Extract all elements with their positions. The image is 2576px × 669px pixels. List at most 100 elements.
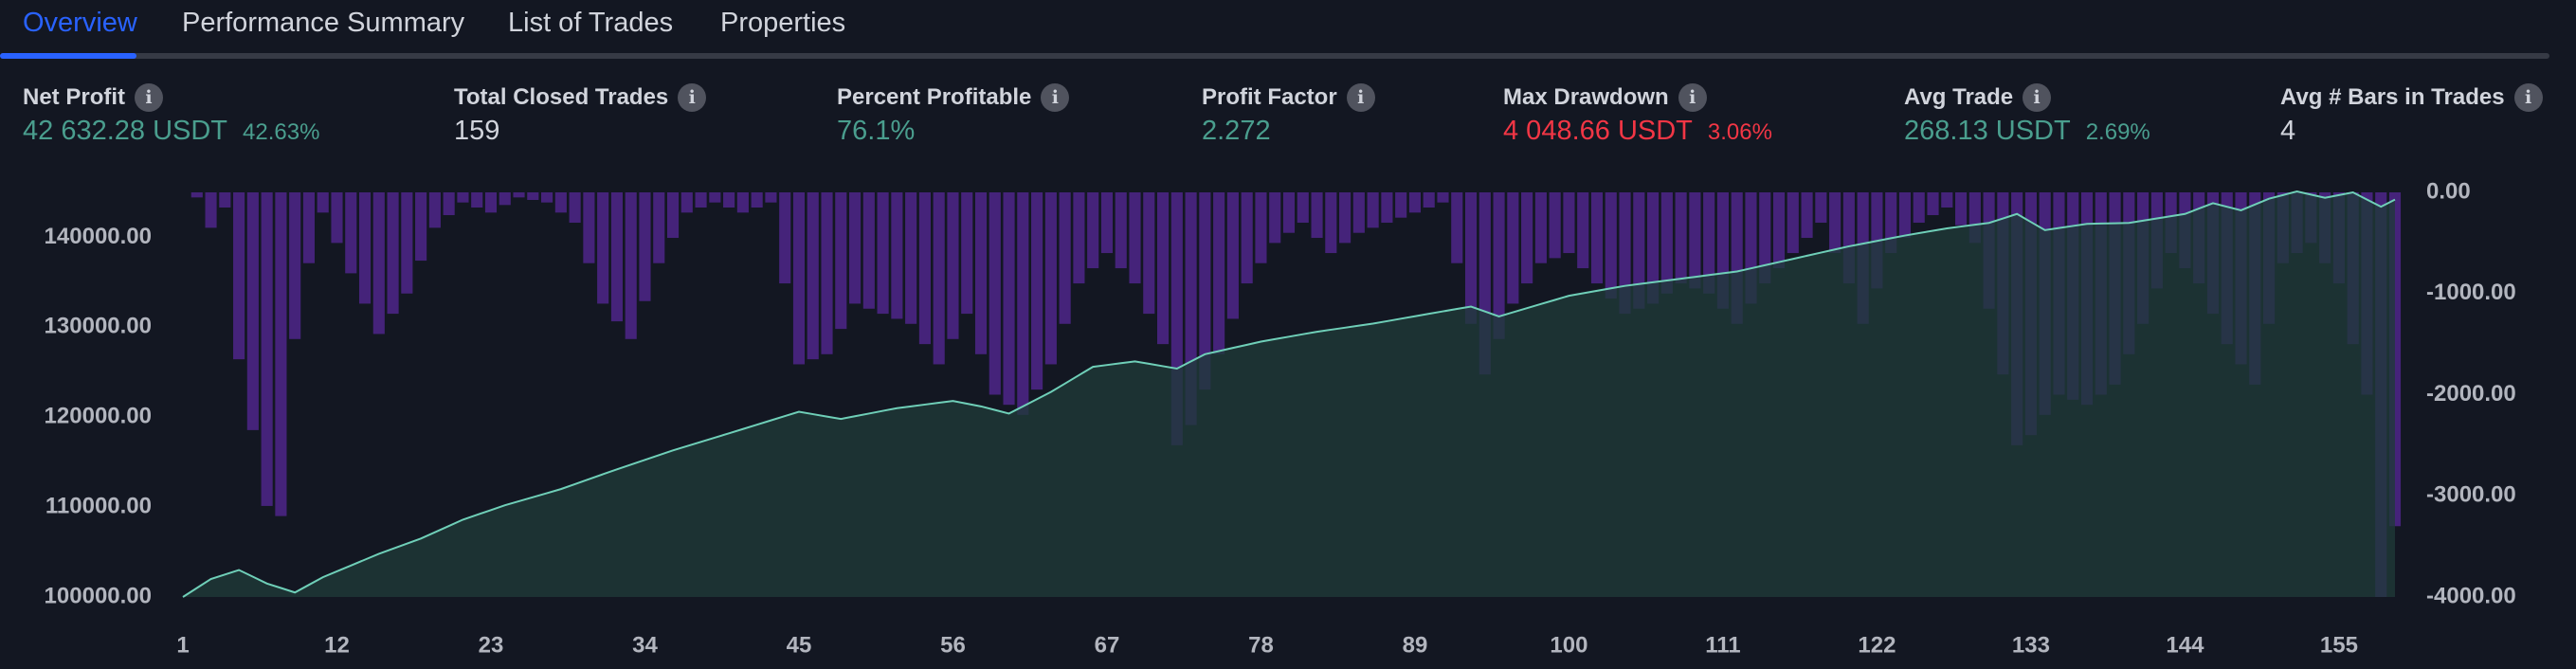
left-axis-tick-label: 100000.00	[45, 583, 152, 608]
tab-performance-summary[interactable]: Performance Summary	[182, 8, 465, 38]
drawdown-bar	[1493, 192, 1505, 339]
drawdown-bar	[1590, 192, 1604, 284]
drawdown-bar	[1563, 192, 1575, 254]
drawdown-bar	[807, 192, 819, 360]
x-axis: 1 12 23 34 45 56 67 78 89 100 111 122 133 144 155	[176, 632, 2358, 658]
drawdown-bar	[1352, 192, 1365, 233]
metric-value: 4 048.66 USDT	[1503, 116, 1693, 146]
drawdown-bar	[1437, 192, 1449, 203]
info-icon[interactable]: i	[1041, 83, 1070, 112]
drawdown-bar	[1815, 192, 1827, 224]
drawdown-bar	[862, 192, 875, 309]
drawdown-bar	[1633, 192, 1645, 309]
drawdown-bar	[1282, 192, 1296, 233]
drawdown-bar	[428, 192, 441, 228]
metric-value: 159	[454, 116, 500, 146]
x-axis-tick-label: 89	[1403, 632, 1428, 658]
drawdown-bar	[499, 192, 511, 206]
metric-value: 76.1%	[837, 116, 916, 146]
drawdown-bar	[905, 192, 917, 324]
left-axis-tick-label: 110000.00	[45, 493, 152, 518]
drawdown-bar	[933, 192, 945, 365]
metric-percent: 42.63%	[243, 119, 320, 145]
drawdown-bar	[1087, 192, 1099, 269]
info-icon[interactable]: i	[2023, 83, 2052, 112]
info-icon[interactable]: i	[1346, 83, 1375, 112]
tab-track	[0, 53, 2549, 59]
drawdown-bar	[484, 192, 498, 213]
info-icon[interactable]: i	[135, 83, 163, 112]
drawdown-bar	[736, 192, 749, 213]
drawdown-bar	[947, 192, 959, 339]
drawdown-bar	[513, 192, 525, 198]
drawdown-bar	[695, 192, 707, 208]
drawdown-bar	[1226, 192, 1239, 319]
info-icon[interactable]: i	[678, 83, 707, 112]
x-axis-tick-label: 122	[1858, 632, 1896, 658]
x-axis-tick-label: 56	[940, 632, 966, 658]
drawdown-bar	[1143, 192, 1155, 315]
drawdown-bar	[918, 192, 931, 345]
x-axis-tick-label: 67	[1095, 632, 1120, 658]
drawdown-bar	[1129, 192, 1141, 284]
drawdown-bar	[1829, 192, 1841, 254]
drawdown-bar	[1073, 192, 1085, 284]
drawdown-bar	[1381, 192, 1393, 224]
drawdown-bar	[205, 192, 217, 228]
x-axis-tick-label: 1	[176, 632, 189, 658]
drawdown-bar	[625, 192, 637, 339]
drawdown-bar	[1339, 192, 1351, 244]
drawdown-bar	[610, 192, 623, 322]
metric-label: Total Closed Trades	[454, 84, 669, 110]
metric-total-closed-trades: Total Closed Trades i 159	[454, 83, 707, 147]
drawdown-bar	[317, 192, 329, 213]
drawdown-bar	[471, 192, 483, 208]
info-icon[interactable]: i	[2513, 83, 2543, 112]
drawdown-bar	[1156, 192, 1170, 345]
metric-percent: 2.69%	[2085, 119, 2150, 145]
left-axis-tick-label: 130000.00	[45, 314, 152, 339]
drawdown-bar	[372, 192, 385, 334]
right-axis-tick-label: -4000.00	[2426, 583, 2516, 608]
drawdown-bar	[401, 192, 413, 294]
right-axis: 0.00 -1000.00 -2000.00 -3000.00 -4000.00	[2426, 180, 2516, 608]
info-icon[interactable]: i	[1678, 83, 1707, 112]
drawdown-bar	[233, 192, 245, 360]
metric-label: Profit Factor	[1202, 84, 1337, 110]
drawdown-bar	[1913, 192, 1925, 224]
metric-value: 268.13 USDT	[1904, 116, 2071, 146]
drawdown-bar	[974, 192, 988, 354]
drawdown-bar	[849, 192, 862, 304]
drawdown-bar	[1703, 192, 1715, 294]
drawdown-bar	[246, 192, 259, 430]
drawdown-bar	[1017, 192, 1029, 415]
drawdown-bar	[835, 192, 847, 330]
drawdown-bar	[275, 192, 287, 516]
drawdown-bar	[1507, 192, 1519, 304]
tab-overview[interactable]: Overview	[23, 8, 137, 38]
drawdown-bar	[1199, 192, 1211, 390]
drawdown-bar	[1213, 192, 1225, 354]
drawdown-bar	[1787, 192, 1799, 254]
drawdown-bar	[877, 192, 889, 315]
drawdown-bar	[751, 192, 763, 208]
drawdown-bar	[1115, 192, 1127, 269]
drawdown-bar	[597, 192, 609, 304]
drawdown-bar	[387, 192, 399, 315]
drawdown-bar	[1689, 192, 1701, 289]
right-axis-tick-label: -3000.00	[2426, 482, 2516, 508]
metric-percent: 3.06%	[1707, 119, 1772, 145]
tab-properties[interactable]: Properties	[720, 8, 846, 38]
metric-label: Max Drawdown	[1503, 84, 1669, 110]
drawdown-bar	[1619, 192, 1631, 315]
metric-value: 42 632.28 USDT	[23, 116, 228, 146]
drawdown-bar	[541, 192, 553, 203]
equity-drawdown-chart: 100000.00 110000.00 120000.00 130000.00 1400…	[45, 180, 2516, 658]
drawdown-bar	[190, 192, 203, 198]
tab-list-of-trades[interactable]: List of Trades	[508, 8, 674, 38]
metric-label: Percent Profitable	[837, 84, 1032, 110]
drawdown-bar	[891, 192, 903, 319]
drawdown-bar	[457, 192, 469, 203]
drawdown-bar	[1759, 192, 1771, 284]
metric-net-profit: Net Profit i 42 632.28 USDT 42.63%	[23, 83, 319, 147]
